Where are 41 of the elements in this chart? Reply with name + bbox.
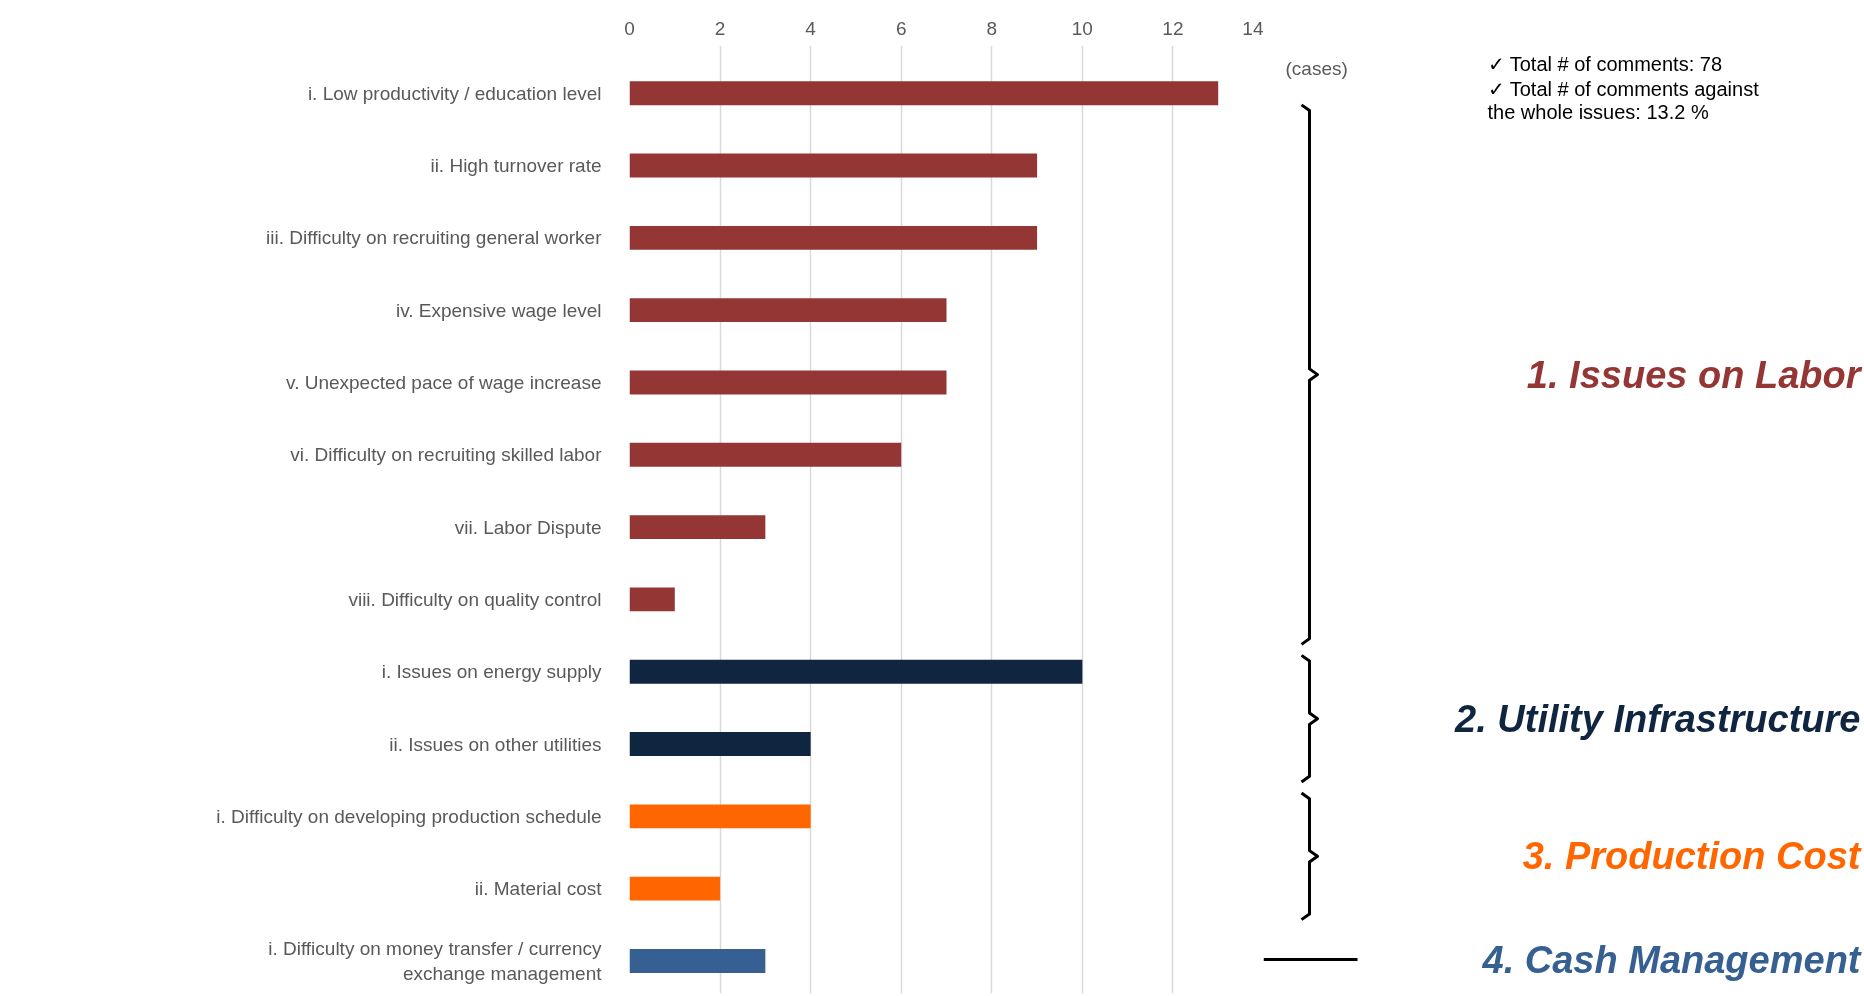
text: (cases) [1285, 57, 1348, 79]
y-tick-label: i. Issues on energy supply [381, 661, 602, 683]
y-tick-label: ii. Issues on other utilities [389, 733, 602, 755]
y-tick-label: ii. Material cost [474, 878, 603, 900]
text: 2. Utility Infrastructure [1454, 697, 1861, 740]
text: 1. Issues on Labor [1526, 353, 1863, 396]
text: ✓ Total # of comments: 78 [1487, 53, 1723, 76]
y-tick-label: i. Low productivity / education level [307, 82, 602, 104]
x-tick-label: 12 [1162, 17, 1184, 39]
bar [629, 442, 902, 467]
bar [629, 81, 1219, 106]
bar [629, 876, 721, 901]
bar [629, 949, 766, 973]
x-tick-label: 6 [895, 17, 907, 39]
x-tick-label: 10 [1071, 17, 1093, 39]
bar [629, 298, 947, 323]
bar [629, 225, 1038, 250]
x-tick-label: 8 [986, 17, 998, 39]
x-tick-label: 14 [1242, 17, 1264, 39]
y-tick-label: vii. Labor Dispute [454, 516, 602, 538]
y-tick-label: ii. High turnover rate [430, 155, 602, 177]
y-tick-label: i. Difficulty on developing production schedule [216, 805, 602, 827]
text: ✓ Total # of comments against the whole issues: 13.2 % [1487, 77, 1760, 123]
bar [629, 515, 766, 540]
y-tick-label: v. Unexpected pace of wage increase [286, 371, 602, 393]
text: 3. Production Cost [1522, 835, 1862, 878]
text: 4. Cash Management [1481, 938, 1862, 981]
y-tick-label: viii. Difficulty on quality control [348, 588, 602, 610]
x-tick-label: 0 [624, 17, 635, 39]
y-tick-label: iii. Difficulty on recruiting general worker [266, 227, 603, 249]
bar [629, 659, 1083, 684]
bar [629, 804, 811, 829]
y-tick-label: i. Difficulty on money transfer / currency exchange management [268, 937, 603, 985]
y-tick-label: vi. Difficulty on recruiting skilled labor [290, 444, 603, 466]
bar [629, 370, 947, 395]
bar [629, 587, 675, 612]
bar [629, 153, 1038, 178]
bar [629, 732, 811, 756]
x-tick-label: 2 [714, 17, 726, 39]
x-tick-label: 4 [805, 17, 817, 39]
y-tick-label: iv. Expensive wage level [395, 299, 602, 321]
